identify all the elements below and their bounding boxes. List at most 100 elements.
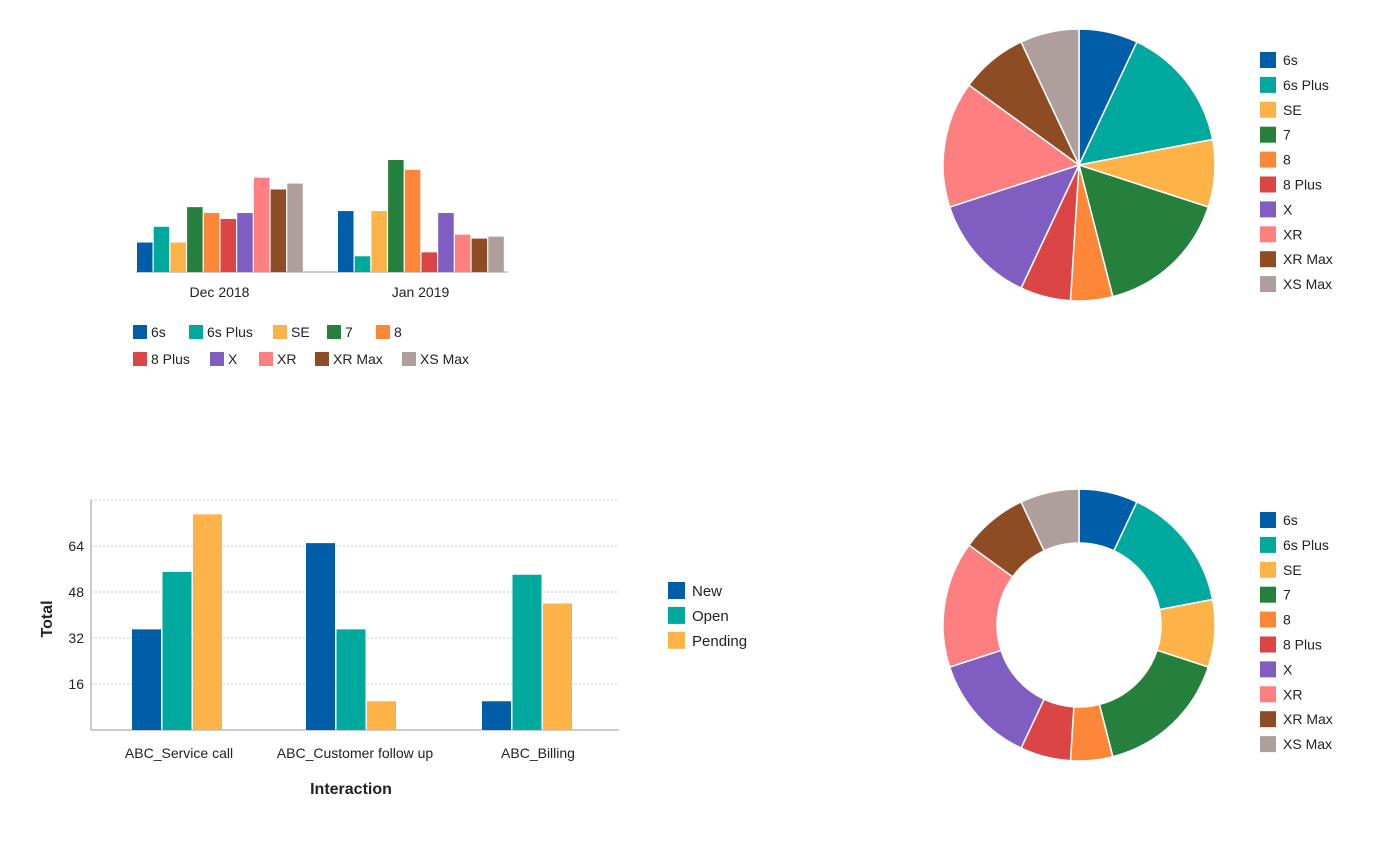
legend-label-xs-max: XS Max [1283, 276, 1332, 292]
bar-xr-max-dec-2018 [270, 189, 287, 272]
legend-label-6s-plus: 6s Plus [1283, 77, 1329, 93]
legend-swatch-6s-plus [1260, 536, 1276, 553]
pie-slice-7 [1077, 163, 1210, 298]
legend-swatch-x [1260, 201, 1276, 218]
legend-swatch-se [1260, 561, 1276, 578]
legend-swatch-6s [133, 325, 147, 339]
y-tick-label: 32 [68, 630, 84, 646]
bar-7-dec-2018 [187, 207, 203, 272]
legend-label-7: 7 [1283, 127, 1291, 143]
bar-6s-dec-2018 [137, 242, 153, 272]
bar-xr-jan-2019 [454, 234, 471, 272]
legend-swatch-6s [1260, 52, 1276, 68]
bar-xs-max-dec-2018 [287, 183, 303, 272]
bar-new-abc-service-call [132, 629, 161, 730]
legend-label-8: 8 [1283, 612, 1291, 628]
bar-7-jan-2019 [388, 160, 404, 272]
legend-label-xs-max: XS Max [1283, 736, 1332, 752]
legend-swatch-xs-max [402, 352, 416, 366]
bar-x-dec-2018 [237, 213, 253, 272]
bar-8-jan-2019 [404, 169, 421, 272]
legend-swatch-open [668, 606, 685, 624]
legend-label-8-plus: 8 Plus [1283, 637, 1322, 653]
legend-label-6s: 6s [1283, 52, 1298, 68]
legend-swatch-se [273, 325, 287, 339]
bar-new-abc-customer-follow-up [306, 543, 335, 730]
y-tick-label: 48 [68, 584, 84, 600]
bar-se-dec-2018 [170, 242, 186, 272]
legend-swatch-7 [327, 325, 341, 339]
legend-swatch-8 [376, 325, 390, 339]
legend-label-se: SE [1283, 102, 1302, 118]
legend-label-xr: XR [1283, 226, 1302, 242]
bar-pending-abc-service-call [193, 514, 222, 730]
bar-open-abc-service-call [162, 571, 192, 730]
legend-label-7: 7 [1283, 587, 1291, 603]
pie-chart-models: 6s 6s Plus SE 7 8 8 Plus X XR XR Max XS Max [942, 28, 1333, 302]
legend-swatch-7 [1260, 126, 1276, 143]
pie-slice-xs-max [1020, 28, 1080, 166]
legend-swatch-xr-max [1260, 711, 1276, 728]
legend-label-xr-max: XR Max [1283, 711, 1333, 727]
donut-slice-xs-max [1020, 488, 1080, 552]
grouped-bar-chart-models: Dec 2018 Jan 2019 6s 6s Plus SE 7 8 8 Plus X XR XR… [133, 160, 508, 367]
legend-label-open: Open [692, 608, 729, 625]
legend-swatch-pending [668, 631, 685, 649]
legend-label-8: 8 [394, 324, 402, 340]
x-axis-title: Interaction [310, 781, 392, 798]
legend-swatch-6s [1260, 512, 1276, 528]
legend-label-7: 7 [345, 324, 353, 340]
legend-label-se: SE [291, 324, 310, 340]
bar-se-jan-2019 [371, 211, 387, 272]
legend-swatch-x [1260, 661, 1276, 678]
legend-label-x: X [1283, 201, 1293, 217]
y-tick-label: 16 [68, 676, 84, 692]
bar-new-abc-billing [482, 701, 511, 730]
legend-swatch-xr [1260, 686, 1276, 703]
legend-label-8: 8 [1283, 152, 1291, 168]
bar-xr-dec-2018 [253, 177, 270, 272]
legend-label-xr: XR [1283, 686, 1302, 702]
legend-label-8-plus: 8 Plus [151, 351, 190, 367]
legend-label-xr-max: XR Max [333, 351, 383, 367]
legend-swatch-8-plus [1260, 636, 1276, 653]
y-tick-label: 64 [68, 538, 84, 554]
bar-8-dec-2018 [203, 213, 220, 272]
bar-pending-abc-billing [543, 603, 572, 730]
legend-swatch-xr [259, 352, 273, 366]
bar-xr-max-jan-2019 [471, 238, 488, 272]
donut-chart-models: 6s 6s Plus SE 7 8 8 Plus X XR XR Max XS Max [942, 488, 1333, 762]
x-tick-label: ABC_Customer follow up [277, 745, 434, 761]
legend-swatch-8-plus [133, 352, 147, 366]
pie-slice-6s-plus [1077, 40, 1214, 167]
legend-swatch-8 [1260, 151, 1276, 168]
legend-label-6s: 6s [1283, 512, 1298, 528]
bar-6s-plus-dec-2018 [153, 226, 170, 272]
bar-open-abc-billing [512, 574, 542, 730]
legend-label-new: New [692, 583, 722, 600]
donut-slice-6s-plus [1112, 500, 1214, 611]
bar-xs-max-jan-2019 [488, 236, 504, 272]
legend-swatch-xr [1260, 226, 1276, 243]
legend-label-xs-max: XS Max [420, 351, 469, 367]
pie-slice-x [948, 163, 1081, 290]
legend-swatch-6s-plus [1260, 76, 1276, 93]
donut-slice-7 [1098, 649, 1210, 758]
bar-8-plus-dec-2018 [220, 218, 236, 272]
bar-8-plus-jan-2019 [421, 252, 437, 272]
legend-swatch-xs-max [1260, 736, 1276, 753]
pie-slice-xr [942, 84, 1081, 208]
legend-label-pending: Pending [692, 633, 747, 650]
bar-6s-plus-jan-2019 [354, 256, 371, 272]
legend-label-6s-plus: 6s Plus [207, 324, 253, 340]
legend-swatch-xr-max [1260, 251, 1276, 268]
bar-pending-abc-customer-follow-up [367, 701, 396, 730]
x-tick-label: ABC_Service call [125, 745, 233, 761]
legend-swatch-xs-max [1260, 276, 1276, 293]
legend-label-6s: 6s [151, 324, 166, 340]
legend-swatch-x [210, 352, 224, 366]
bar-x-jan-2019 [438, 213, 454, 272]
legend-label-xr: XR [277, 351, 296, 367]
y-axis-title: Total [39, 600, 56, 637]
